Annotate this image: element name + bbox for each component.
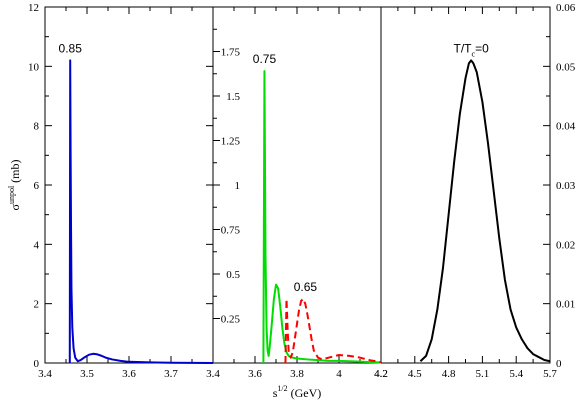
x-tick-label: 3.4 (206, 368, 220, 380)
y-tick-label: 0.03 (556, 180, 576, 192)
y-tick-label: 12 (28, 2, 39, 14)
x-axis-label: s1/2 (GeV) (273, 384, 322, 400)
y-tick-label: 8 (34, 121, 40, 133)
y-tick-label: 0.25 (221, 314, 241, 326)
x-axis-label-main: s (273, 386, 278, 400)
x-tick-label: 5.4 (509, 368, 523, 380)
y-tick-label: 0.06 (556, 2, 576, 14)
annotation-main: 0.75 (253, 52, 277, 66)
y-tick-label: 1.25 (221, 136, 241, 148)
series-line-middle-1 (284, 297, 382, 364)
x-tick-label: 4 (336, 368, 342, 380)
x-tick-label: 5.7 (543, 368, 557, 380)
y-tick-label: 1 (235, 180, 241, 192)
plot-frame (44, 6, 551, 364)
x-tick-label: 4.2 (374, 368, 388, 380)
y-tick-label: 0.04 (556, 121, 576, 133)
x-tick-label: 3.6 (248, 368, 262, 380)
series-line-right-0 (419, 59, 551, 363)
annotation-main: 0.65 (294, 280, 318, 294)
x-tick-label: 4.5 (408, 368, 422, 380)
curve-annotations: 0.85 0.75 0.65 T/Tc=0 (59, 41, 490, 294)
x-tick-label: 3.7 (164, 368, 178, 380)
y-axis-label-main: σ (8, 204, 22, 211)
y-tick-label: 0.02 (556, 239, 575, 251)
curve-annotation: 0.65 (294, 280, 318, 294)
y-tick-label: 4 (34, 239, 40, 251)
x-tick-label: 3.8 (290, 368, 304, 380)
y-tick-label: 0.01 (556, 299, 575, 311)
series-line-middle-0 (262, 70, 382, 364)
annotation-suffix: =0 (475, 41, 489, 55)
x-axis-label-sup: 1/2 (277, 384, 287, 393)
curve-annotation: 0.85 (59, 41, 83, 55)
y-tick-label: 0.05 (556, 61, 576, 73)
y-axis-label-unit: (mb) (8, 159, 22, 185)
series-curves (68, 59, 551, 364)
y-tick-label: 6 (34, 180, 40, 192)
y-tick-label: 1.75 (221, 47, 241, 59)
curve-annotation: 0.75 (253, 52, 277, 66)
annotation-main: T/T (454, 41, 473, 55)
y-tick-label: 0.75 (221, 225, 241, 237)
y-axis-label-sup: unpol (7, 185, 16, 204)
x-tick-label: 3.6 (122, 368, 136, 380)
y-axis-label: σunpol (mb) (7, 159, 22, 210)
y-tick-label: 0.5 (226, 269, 240, 281)
y-tick-label: 2 (34, 299, 40, 311)
x-tick-label: 5.1 (476, 368, 490, 380)
annotation-main: 0.85 (59, 41, 83, 55)
y-tick-label: 0 (34, 358, 40, 370)
axis-ticks (44, 6, 551, 364)
x-tick-label: 3.5 (80, 368, 94, 380)
series-line-left-0 (68, 59, 214, 364)
x-tick-label: 4.8 (442, 368, 456, 380)
curve-annotation: T/Tc=0 (454, 41, 490, 58)
y-tick-label: 10 (28, 61, 40, 73)
x-tick-label: 3.4 (38, 368, 52, 380)
x-tick-label: 4.2 (374, 368, 388, 380)
x-axis-label-unit: (GeV) (288, 386, 322, 400)
y-tick-label: 1.5 (226, 91, 240, 103)
y-tick-label: 0 (556, 358, 562, 370)
annotation-sub: c (472, 49, 476, 58)
